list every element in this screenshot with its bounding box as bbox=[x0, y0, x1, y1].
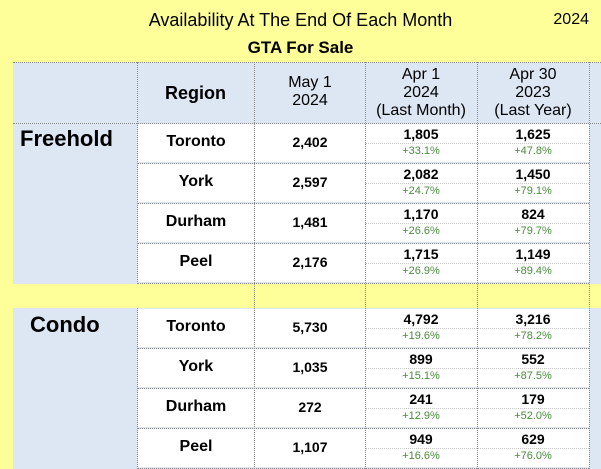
yr-value: 1,149 bbox=[515, 246, 551, 262]
grid-line bbox=[137, 243, 589, 244]
may-value: 2,597 bbox=[292, 174, 328, 190]
yr-value: 3,216 bbox=[515, 311, 551, 327]
grid-line bbox=[477, 62, 478, 469]
col-apr-header: Apr 1 2024 (Last Month) bbox=[365, 66, 477, 120]
yr-value: 824 bbox=[521, 206, 545, 222]
region-cell: York bbox=[178, 173, 214, 190]
yr-change: +47.8% bbox=[514, 145, 552, 157]
grid-line bbox=[137, 163, 589, 164]
apr-value: 1,170 bbox=[403, 206, 439, 222]
col-may-line1: May 1 bbox=[288, 74, 332, 91]
may-value: 1,107 bbox=[292, 439, 328, 455]
yr-change: +79.1% bbox=[514, 185, 552, 197]
grid-line bbox=[137, 388, 589, 389]
apr-value: 949 bbox=[409, 431, 433, 447]
grid-line bbox=[137, 308, 138, 469]
region-cell: Toronto bbox=[166, 318, 226, 335]
apr-value: 1,715 bbox=[403, 246, 439, 262]
apr-change: +16.6% bbox=[402, 450, 440, 462]
apr-value: 1,805 bbox=[403, 126, 439, 142]
yr-change: +76.0% bbox=[514, 450, 552, 462]
region-cell: Toronto bbox=[166, 133, 226, 150]
apr-value: 899 bbox=[409, 351, 433, 367]
yr-value: 179 bbox=[521, 391, 545, 407]
yr-change: +78.2% bbox=[514, 330, 552, 342]
grid-line bbox=[13, 123, 601, 124]
grid-line bbox=[137, 62, 138, 284]
table-year: 2024 bbox=[553, 11, 589, 28]
col-may-header: May 1 2024 bbox=[255, 74, 365, 110]
col-apr-line2: 2024 bbox=[403, 84, 439, 101]
title-band bbox=[0, 0, 601, 62]
may-value: 2,402 bbox=[292, 134, 328, 150]
may-value: 272 bbox=[298, 399, 322, 415]
apr-change: +33.1% bbox=[402, 145, 440, 157]
col-yr-line3: (Last Year) bbox=[494, 102, 572, 119]
apr-value: 4,792 bbox=[403, 311, 439, 327]
section-condo-label: Condo bbox=[30, 312, 100, 337]
yr-change: +52.0% bbox=[514, 410, 552, 422]
table-subtitle: GTA For Sale bbox=[247, 38, 354, 57]
apr-change: +12.9% bbox=[402, 410, 440, 422]
region-cell: Durham bbox=[165, 213, 227, 230]
section-freehold-label: Freehold bbox=[20, 126, 113, 151]
region-cell: Peel bbox=[179, 253, 213, 270]
grid-line bbox=[137, 283, 589, 284]
grid-line bbox=[137, 348, 589, 349]
may-value: 2,176 bbox=[292, 254, 328, 270]
yr-value: 1,625 bbox=[515, 126, 551, 142]
apr-change: +24.7% bbox=[402, 185, 440, 197]
apr-change: +15.1% bbox=[402, 370, 440, 382]
may-value: 1,481 bbox=[292, 214, 328, 230]
yr-value: 1,450 bbox=[515, 166, 551, 182]
apr-value: 2,082 bbox=[403, 166, 439, 182]
region-header: Region bbox=[165, 83, 226, 103]
grid-line bbox=[254, 62, 255, 469]
region-cell: York bbox=[178, 358, 214, 375]
col-may-line2: 2024 bbox=[292, 92, 328, 109]
apr-value: 241 bbox=[409, 391, 433, 407]
yr-change: +89.4% bbox=[514, 265, 552, 277]
table-title: Availability At The End Of Each Month bbox=[148, 10, 453, 30]
section-separator bbox=[0, 284, 601, 308]
yr-value: 552 bbox=[521, 351, 545, 367]
may-value: 5,730 bbox=[292, 319, 328, 335]
yr-value: 629 bbox=[521, 431, 545, 447]
region-cell: Durham bbox=[165, 398, 227, 415]
grid-line bbox=[137, 203, 589, 204]
left-accent-bar bbox=[0, 62, 13, 469]
grid-line bbox=[365, 62, 366, 469]
apr-change: +26.6% bbox=[402, 225, 440, 237]
apr-change: +19.6% bbox=[402, 330, 440, 342]
col-yr-line1: Apr 30 bbox=[509, 66, 557, 83]
col-yr-line2: 2023 bbox=[515, 84, 551, 101]
col-yr-header: Apr 30 2023 (Last Year) bbox=[477, 66, 589, 120]
col-apr-line1: Apr 1 bbox=[401, 66, 441, 83]
grid-line bbox=[137, 428, 589, 429]
col-apr-line3: (Last Month) bbox=[376, 102, 466, 119]
yr-change: +79.7% bbox=[514, 225, 552, 237]
grid-line bbox=[13, 62, 601, 63]
yr-change: +87.5% bbox=[514, 370, 552, 382]
apr-change: +26.9% bbox=[402, 265, 440, 277]
may-value: 1,035 bbox=[292, 359, 328, 375]
grid-line bbox=[589, 62, 590, 469]
region-cell: Peel bbox=[179, 438, 213, 455]
